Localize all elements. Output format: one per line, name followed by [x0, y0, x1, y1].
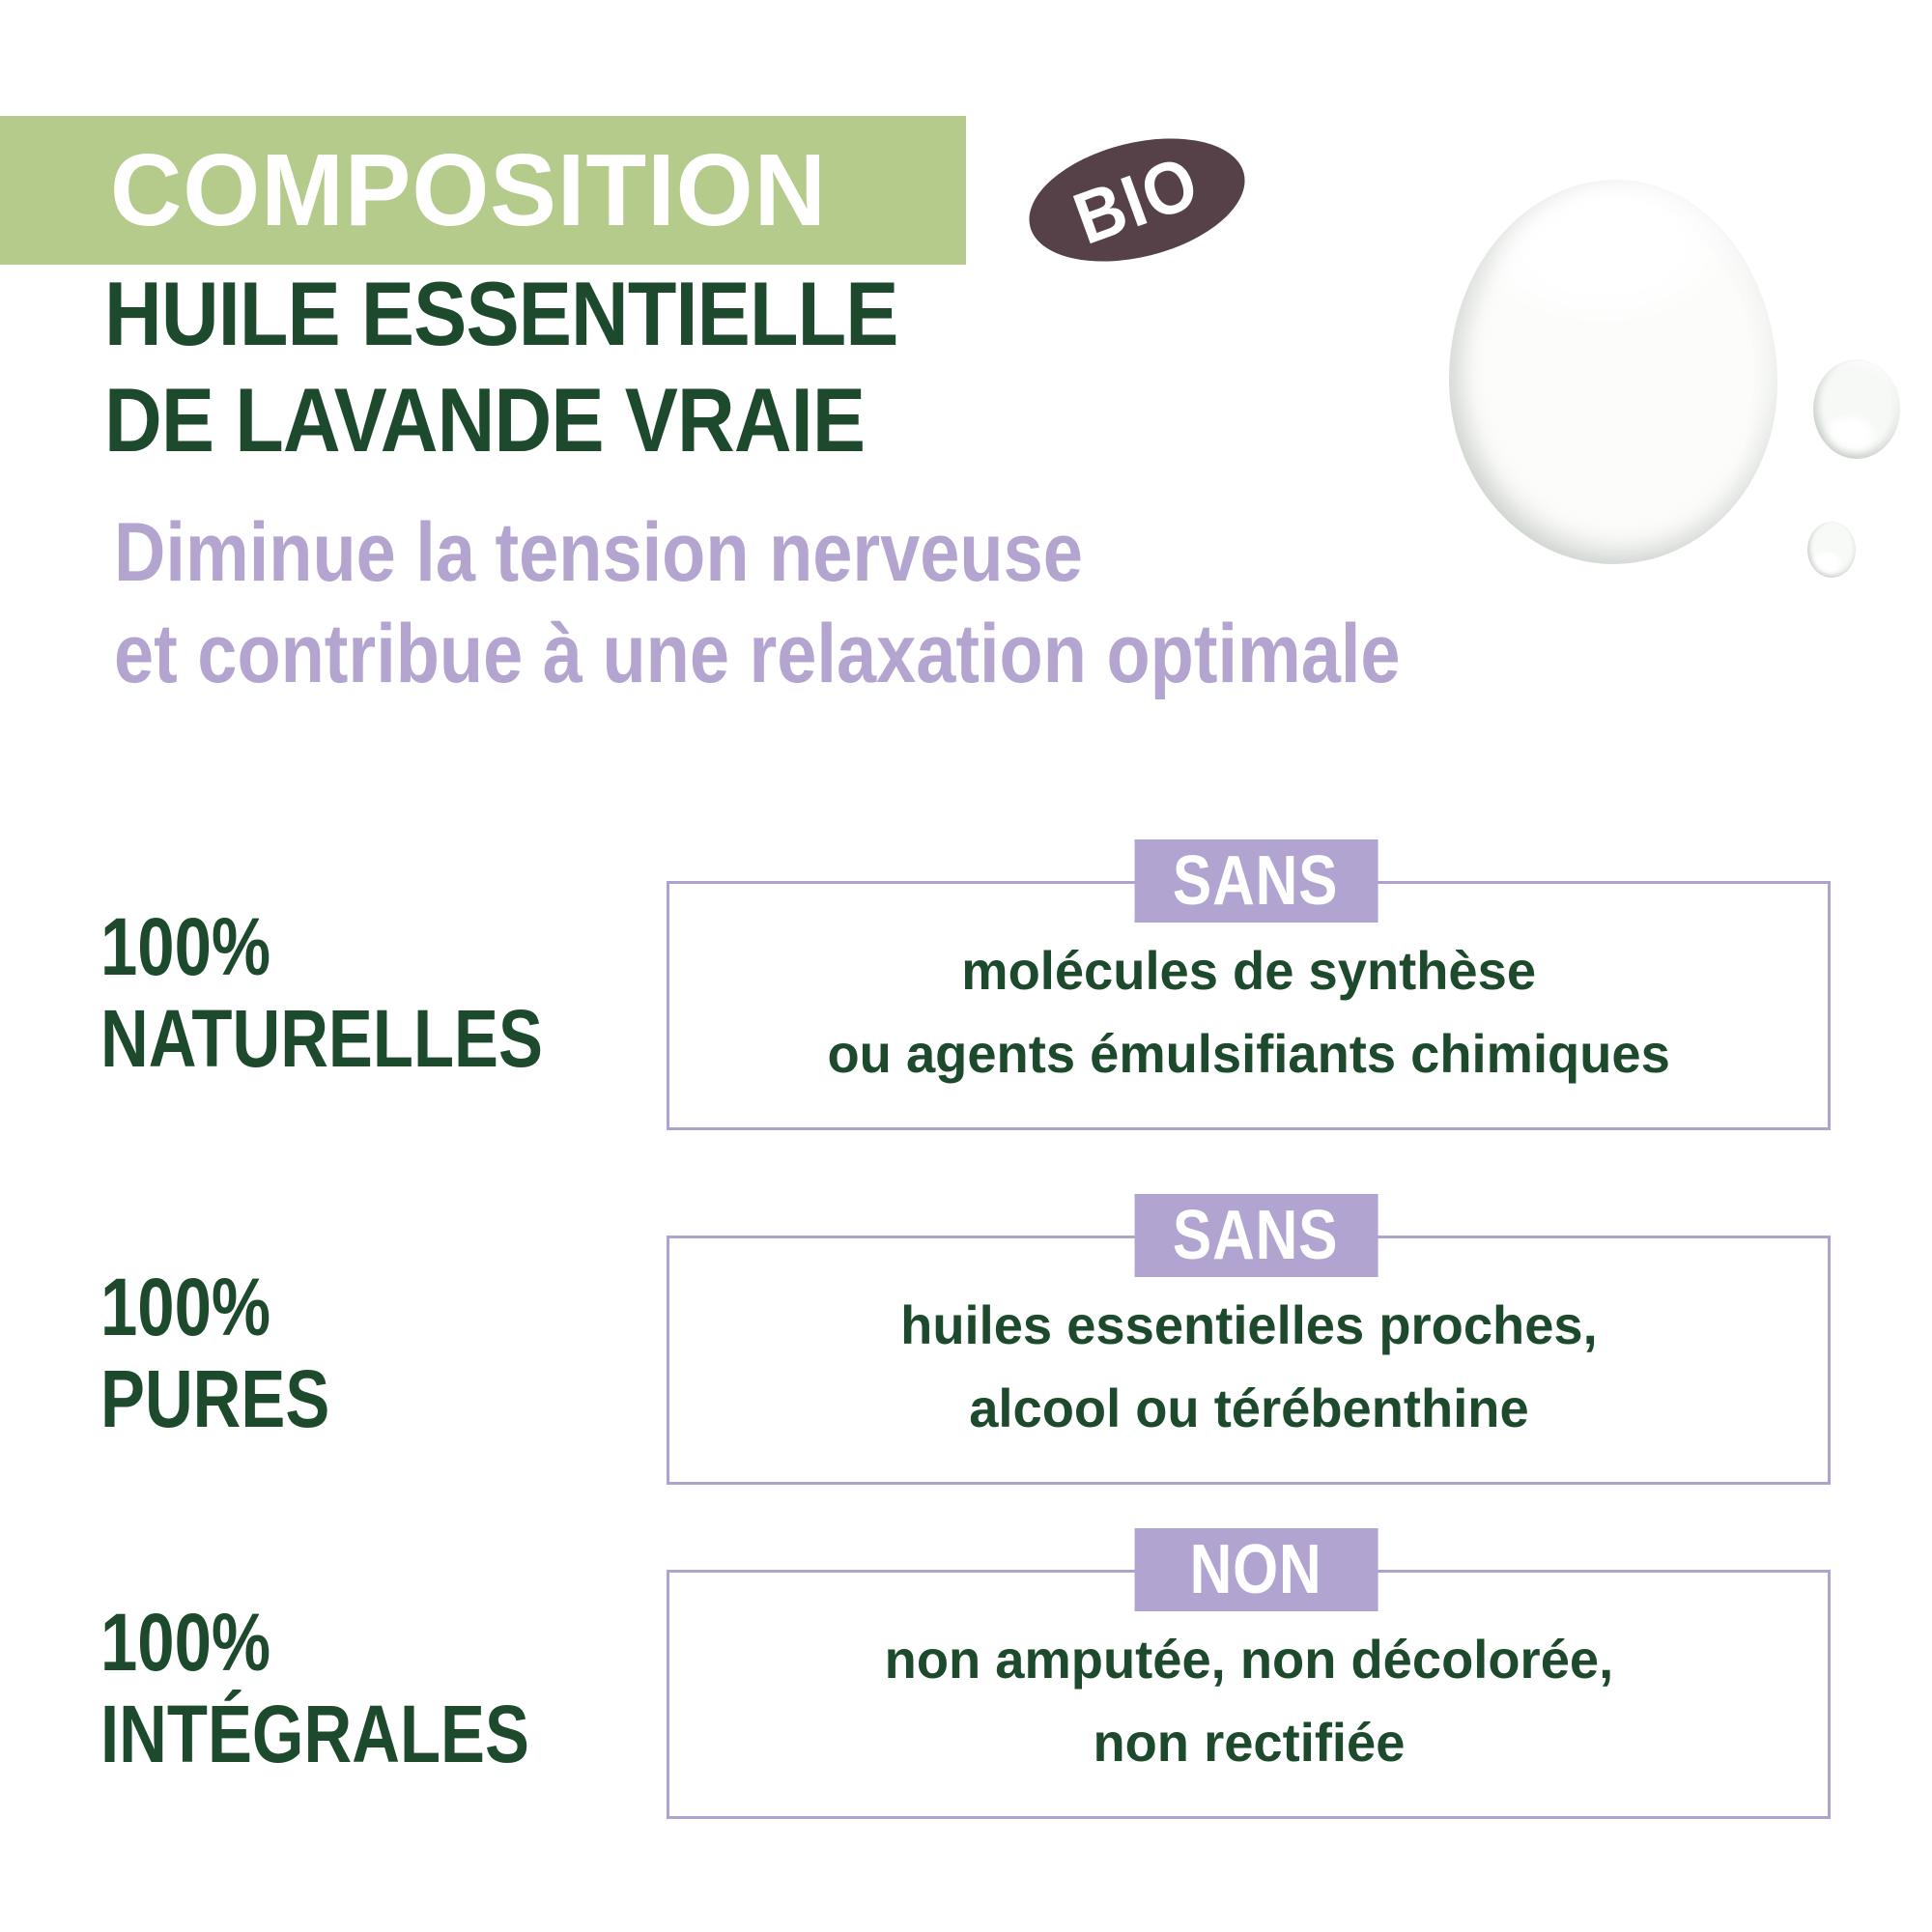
oil-drop-small: [1807, 522, 1856, 578]
claim-text-integrales: non amputée, non décolorée, non rectifié…: [884, 1618, 1613, 1784]
stat-integrales-percent: 100%: [100, 1597, 271, 1688]
stat-pures-label: PURES: [100, 1353, 330, 1444]
claim-box-naturelles: SANS molécules de synthèse ou agents ému…: [667, 839, 1831, 1130]
claim-text-naturelles: molécules de synthèse ou agents émulsifi…: [827, 929, 1669, 1095]
claim-badge-sans-2: SANS: [1134, 1194, 1378, 1277]
oil-drop-medium: [1813, 359, 1900, 459]
claim-badge-non: NON: [1134, 1528, 1378, 1611]
claim-badge-sans-2-label: SANS: [1173, 1197, 1339, 1274]
bio-badge-label: BIO: [1064, 139, 1210, 261]
claim-box-pures: SANS huiles essentielles proches, alcool…: [667, 1194, 1831, 1485]
claim-text-pures-line1: huiles essentielles proches,: [899, 1294, 1598, 1355]
benefit-subtitle-line1: Diminue la tension nerveuse: [114, 506, 1083, 599]
bio-badge: BIO: [1016, 118, 1258, 282]
claim-box-integrales: NON non amputée, non décolorée, non rect…: [667, 1528, 1831, 1819]
claim-text-naturelles-line1: molécules de synthèse: [961, 940, 1536, 1001]
claim-badge-non-label: NON: [1189, 1531, 1322, 1608]
oil-drop-large: [1449, 180, 1777, 564]
stat-naturelles: 100% NATURELLES: [100, 901, 543, 1085]
claim-text-pures: huiles essentielles proches, alcool ou t…: [900, 1284, 1598, 1450]
claim-text-pures-line2: alcool ou térébenthine: [968, 1378, 1529, 1438]
stat-integrales-label: INTÉGRALES: [100, 1689, 529, 1779]
stat-integrales: 100% INTÉGRALES: [100, 1597, 529, 1780]
benefit-subtitle: Diminue la tension nerveuse et contribue…: [114, 502, 1401, 705]
claim-text-integrales-line2: non rectifiée: [1093, 1712, 1405, 1773]
claim-badge-sans-1-label: SANS: [1173, 842, 1339, 920]
claim-text-naturelles-line2: ou agents émulsifiants chimiques: [827, 1023, 1670, 1084]
composition-banner: COMPOSITION: [0, 116, 966, 265]
product-title: HUILE ESSENTIELLE DE LAVANDE VRAIE: [104, 261, 898, 473]
composition-banner-label: COMPOSITION: [110, 132, 827, 247]
claim-text-integrales-line1: non amputée, non décolorée,: [884, 1629, 1613, 1690]
stat-pures-percent: 100%: [100, 1262, 271, 1352]
benefit-subtitle-line2: et contribue à une relaxation optimale: [114, 608, 1401, 700]
product-title-line2: DE LAVANDE VRAIE: [104, 369, 866, 470]
claim-badge-sans-1: SANS: [1134, 839, 1378, 923]
stat-pures: 100% PURES: [100, 1262, 329, 1445]
product-title-line1: HUILE ESSENTIELLE: [104, 263, 898, 364]
stat-naturelles-percent: 100%: [100, 901, 271, 992]
stat-naturelles-label: NATURELLES: [100, 993, 543, 1084]
